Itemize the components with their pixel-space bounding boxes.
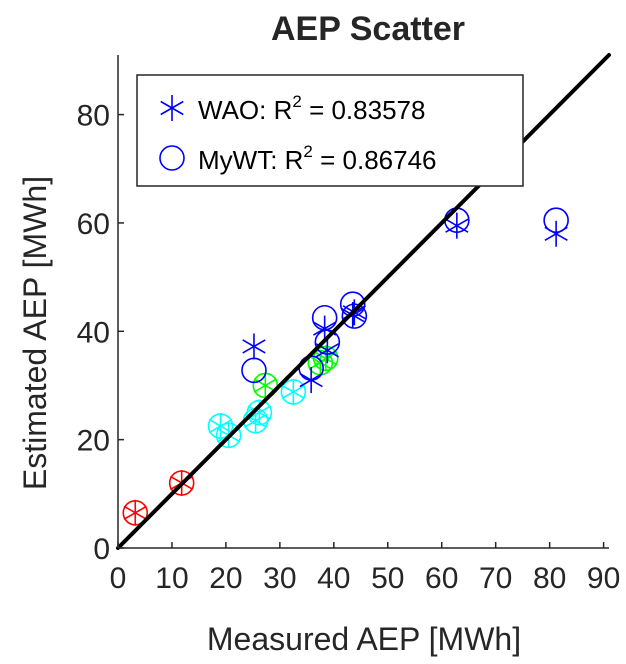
x-tick-label-1: 10 xyxy=(155,562,188,595)
x-tick-label-5: 50 xyxy=(371,562,404,595)
legend-entry-wao: WAO: R2 = 0.83578 xyxy=(198,92,425,125)
legend-circle-icon xyxy=(159,145,185,171)
tick-labels: 0 10 20 30 40 50 60 70 80 90 0 20 40 60 80 xyxy=(77,100,621,595)
y-tick-label-2: 40 xyxy=(77,316,110,349)
y-axis-label: Estimated AEP [MWh] xyxy=(17,176,53,490)
x-tick-label-7: 70 xyxy=(479,562,512,595)
x-tick-label-2: 20 xyxy=(209,562,242,595)
y-tick-label-3: 60 xyxy=(77,208,110,241)
wao-point-17 xyxy=(544,220,568,247)
x-tick-label-9: 90 xyxy=(587,562,620,595)
x-tick-label-6: 60 xyxy=(425,562,458,595)
wao-point-16 xyxy=(445,212,469,239)
y-tick-label-1: 20 xyxy=(77,425,110,458)
wao-point-10 xyxy=(242,333,266,360)
y-tick-label-4: 80 xyxy=(77,100,110,133)
legend-asterisk-icon xyxy=(160,95,184,121)
x-axis-label: Measured AEP [MWh] xyxy=(207,621,521,657)
data-marks xyxy=(122,207,569,526)
reference-line xyxy=(116,53,611,550)
y-tick-label-0: 0 xyxy=(93,533,110,566)
axes xyxy=(117,55,609,549)
wao-point-0 xyxy=(123,499,147,526)
x-tick-label-4: 40 xyxy=(317,562,350,595)
legend: WAO: R2 = 0.83578 MyWT: R2 = 0.86746 xyxy=(136,74,524,187)
legend-entry-mywt: MyWT: R2 = 0.86746 xyxy=(198,142,437,175)
legend-marker-wao xyxy=(160,95,184,121)
x-tick-label-0: 0 xyxy=(110,562,127,595)
legend-box xyxy=(136,74,524,187)
legend-marker-mywt xyxy=(159,145,185,171)
mywt-point-10 xyxy=(241,357,267,384)
x-tick-label-3: 30 xyxy=(263,562,296,595)
wao-point-11 xyxy=(299,367,323,394)
wao-point-6 xyxy=(281,378,306,405)
x-tick-label-8: 80 xyxy=(533,562,566,595)
chart-title: AEP Scatter xyxy=(271,10,465,48)
